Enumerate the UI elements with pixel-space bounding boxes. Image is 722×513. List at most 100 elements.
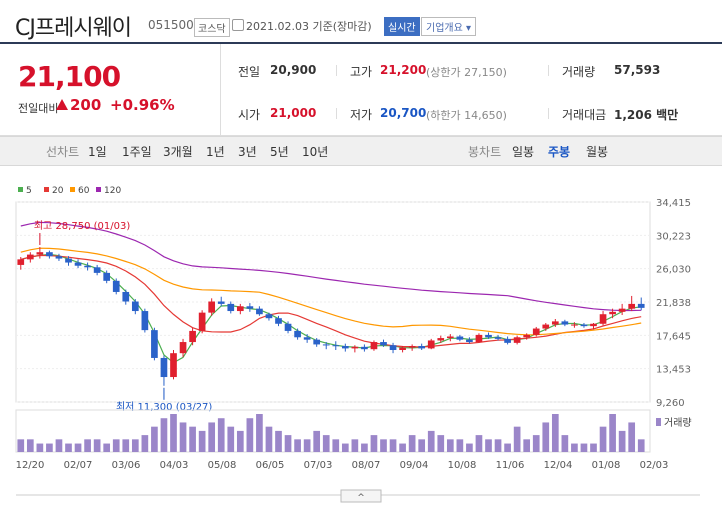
- volume-bar: [437, 435, 445, 452]
- candle-daily[interactable]: 일봉: [512, 145, 535, 159]
- chart-scroll-handle: [340, 489, 382, 503]
- candle-body: [112, 280, 120, 292]
- chevron-up-icon: ^: [357, 493, 365, 503]
- volume-bar: [103, 443, 111, 452]
- candle-body: [332, 345, 340, 347]
- company-info-dropdown[interactable]: 기업개요 ▾: [421, 17, 476, 36]
- volume-legend-swatch: [656, 418, 661, 426]
- legend-label: 5: [26, 186, 32, 196]
- x-tick-label: 06/05: [256, 460, 285, 471]
- volume-bar: [466, 443, 473, 452]
- candle-body: [618, 308, 626, 312]
- chart-toolbar: [0, 136, 722, 166]
- volume-bar: [17, 439, 25, 452]
- y-tick-label: 9,260: [656, 398, 685, 409]
- high-value: 21,200: [380, 63, 427, 77]
- candle-body: [46, 252, 53, 257]
- candle-body: [208, 301, 216, 313]
- volume-bar: [637, 439, 645, 452]
- volume-bar: [36, 443, 44, 452]
- volume-bar: [265, 426, 273, 452]
- y-tick-label: 13,453: [656, 365, 691, 376]
- open-value: 21,000: [270, 106, 317, 120]
- low-label: 저가: [350, 108, 373, 122]
- volume-bar: [427, 430, 435, 452]
- volume-bar: [332, 439, 340, 452]
- prev-label: 전일: [238, 65, 261, 79]
- candle-body: [551, 321, 559, 325]
- candle-body: [141, 311, 149, 331]
- candle-body: [36, 252, 44, 255]
- x-tick-label: 05/08: [208, 460, 237, 471]
- legend-swatch: [18, 187, 23, 192]
- volume-bar: [618, 430, 626, 452]
- candle-body: [198, 312, 206, 331]
- y-tick-label: 30,223: [656, 231, 691, 242]
- x-tick-label: 07/03: [304, 460, 333, 471]
- range-1d[interactable]: 1일: [88, 145, 107, 159]
- candle-weekly[interactable]: 주봉: [548, 145, 571, 159]
- candle-body: [523, 334, 531, 338]
- volume-bar: [256, 414, 263, 452]
- stock-chart: 34,415 30,223 26,030 21,838 17,645 13,453 9,26…: [15, 186, 700, 503]
- x-tick-label: 10/08: [448, 460, 477, 471]
- candle-body: [217, 301, 225, 304]
- candle-body: [504, 338, 511, 343]
- candle-body: [351, 346, 359, 349]
- clock-icon: [232, 19, 244, 31]
- prev-value: 20,900: [270, 63, 317, 77]
- candle-monthly[interactable]: 월봉: [586, 145, 609, 159]
- x-tick-label: 03/06: [112, 460, 141, 471]
- volume-bar: [160, 418, 168, 452]
- legend-swatch: [44, 187, 49, 192]
- range-3m[interactable]: 3개월: [163, 145, 193, 159]
- volume-bar: [170, 414, 177, 452]
- candle-body: [170, 353, 177, 378]
- candle-body: [189, 330, 196, 343]
- candle-body: [84, 265, 91, 268]
- legend-swatch: [96, 187, 101, 192]
- candle-body: [151, 330, 158, 358]
- candle-body: [131, 301, 139, 312]
- range-5y[interactable]: 5년: [270, 145, 289, 159]
- low-value: 20,700: [380, 106, 427, 120]
- volume-bar: [551, 414, 559, 452]
- realtime-button[interactable]: 실시간: [384, 17, 420, 36]
- divider: [220, 44, 221, 135]
- volume-bar: [370, 435, 378, 452]
- divider: [336, 108, 337, 119]
- range-10y[interactable]: 10년: [302, 145, 329, 159]
- volume-bar: [294, 439, 301, 452]
- range-3y[interactable]: 3년: [238, 145, 257, 159]
- ma-line-120: [20, 221, 642, 312]
- range-1y[interactable]: 1년: [206, 145, 225, 159]
- change-label: 전일대비: [18, 102, 59, 115]
- volume-bar: [275, 430, 282, 452]
- change-percent: +0.96%: [110, 96, 175, 114]
- ma-line-5: [20, 253, 642, 364]
- candle-body: [637, 303, 645, 308]
- candle-body: [437, 338, 445, 341]
- candle-chart-label: 봉차트: [468, 145, 502, 159]
- volume-bar: [65, 443, 72, 452]
- legend-label: 20: [52, 186, 64, 196]
- lower-limit: (하한가 14,650): [426, 109, 507, 122]
- x-tick-label: 02/07: [64, 460, 93, 471]
- candle-body: [599, 314, 607, 324]
- volume-value: 57,593: [614, 63, 661, 77]
- amount-value: 1,206 백만: [614, 108, 679, 122]
- market-badge: 코스닥: [194, 18, 230, 37]
- candle-body: [93, 267, 101, 273]
- candle-body: [275, 318, 282, 324]
- volume-bar: [446, 439, 454, 452]
- range-1w[interactable]: 1주일: [122, 145, 152, 159]
- volume-bar: [475, 435, 483, 452]
- volume-bar: [141, 435, 149, 452]
- x-tick-label: 09/04: [400, 460, 429, 471]
- candle-body: [466, 339, 473, 343]
- volume-bar: [523, 439, 531, 452]
- candle-body: [236, 306, 244, 312]
- volume-bar: [599, 426, 607, 452]
- x-tick-label: 11/06: [496, 460, 525, 471]
- volume-bar: [532, 435, 540, 452]
